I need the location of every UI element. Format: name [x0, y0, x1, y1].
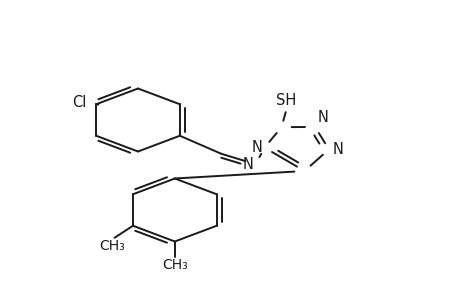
Text: CH₃: CH₃	[162, 258, 187, 272]
Text: N: N	[317, 110, 328, 125]
Text: CH₃: CH₃	[99, 239, 125, 253]
Text: N: N	[242, 157, 253, 172]
Text: Cl: Cl	[73, 95, 87, 110]
Text: SH: SH	[275, 93, 296, 108]
Text: N: N	[332, 142, 343, 157]
Text: N: N	[251, 140, 262, 155]
